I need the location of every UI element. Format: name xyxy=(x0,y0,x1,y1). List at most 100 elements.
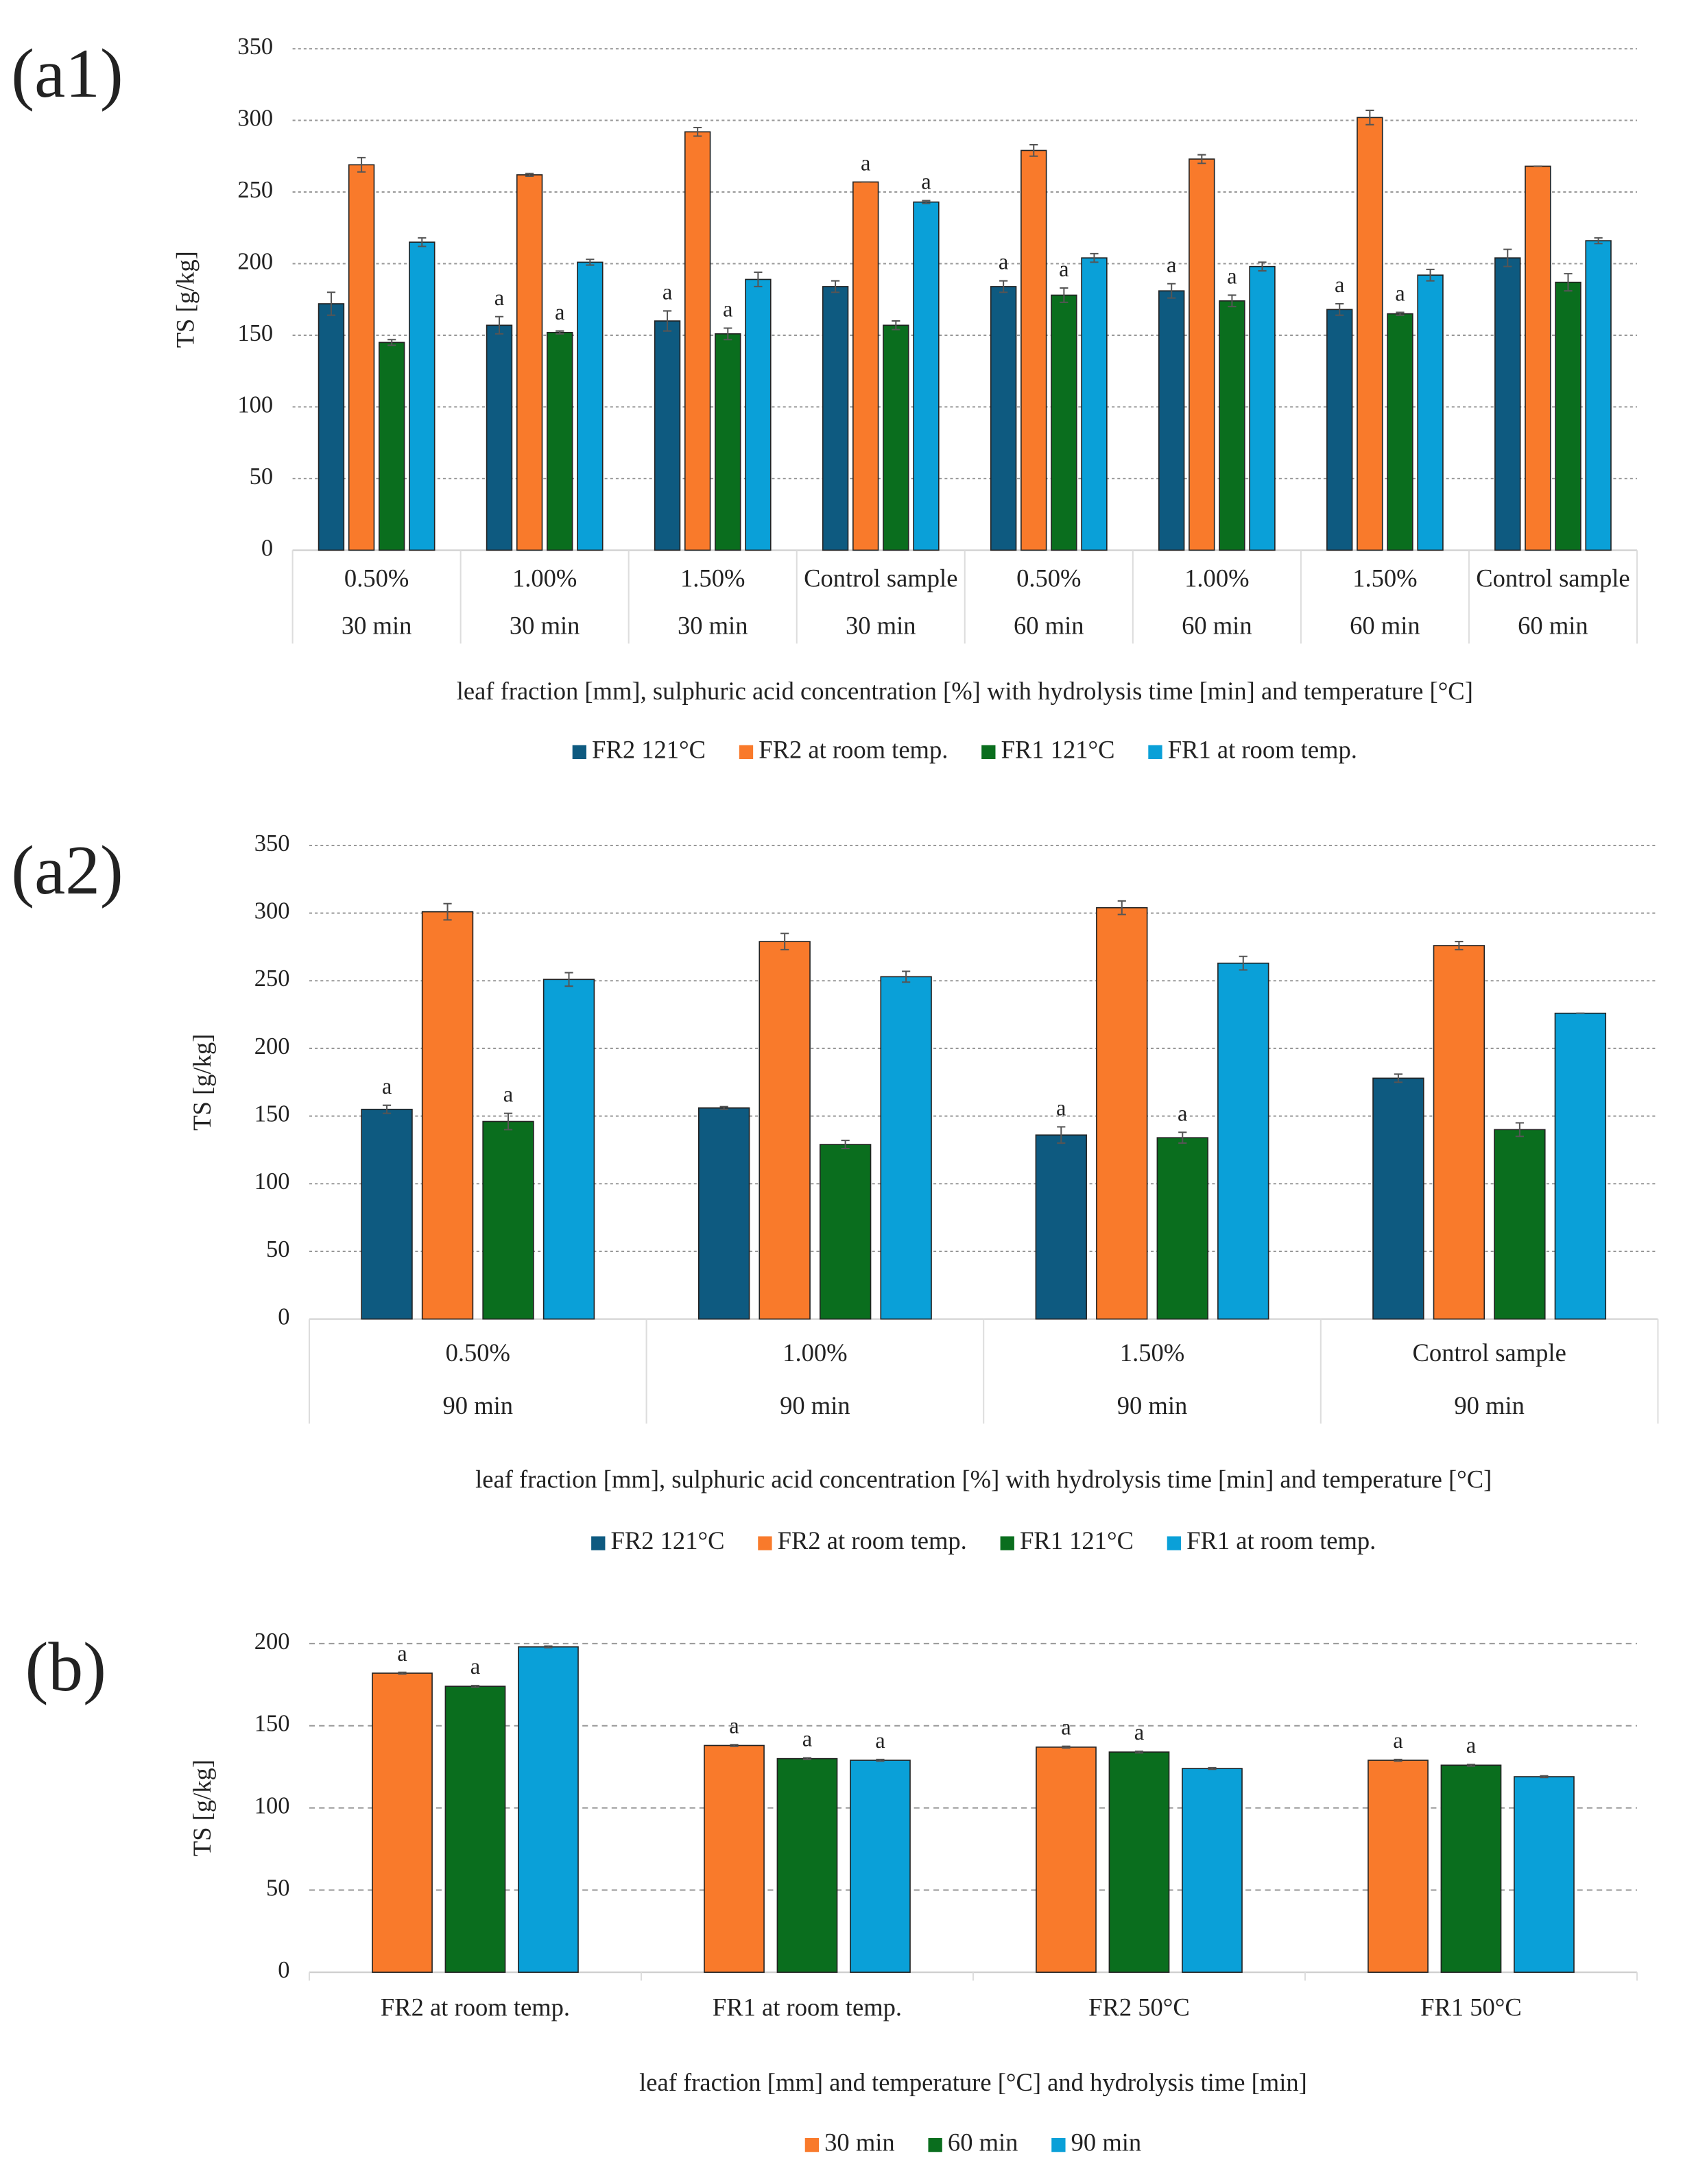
error-bar xyxy=(1167,283,1176,299)
error-bar xyxy=(663,310,672,332)
legend-swatch xyxy=(928,2137,942,2152)
error-bar xyxy=(1564,273,1573,292)
x-tick-label: 90 min xyxy=(443,1391,514,1419)
annotation: a xyxy=(1393,1729,1402,1753)
legend-swatch xyxy=(1167,1536,1182,1550)
bar xyxy=(1036,1747,1097,1973)
bar xyxy=(1494,1129,1546,1320)
error-bar xyxy=(525,172,534,178)
error-bar xyxy=(719,1105,728,1110)
annotation: a xyxy=(1056,1096,1066,1120)
bar xyxy=(1357,117,1383,551)
bar xyxy=(1219,300,1245,551)
x-tick-label: Control sample xyxy=(804,564,957,592)
legend-swatch xyxy=(981,745,996,760)
bar xyxy=(704,1744,765,1973)
y-tick-label: 350 xyxy=(237,34,273,60)
x-tick-label: 30 min xyxy=(846,611,916,639)
y-tick-label: 100 xyxy=(254,1168,290,1195)
bar xyxy=(361,1108,413,1320)
error-bar xyxy=(398,1671,407,1675)
bar xyxy=(1326,309,1353,551)
x-tick-label: 60 min xyxy=(1518,611,1588,639)
panel-label: (b) xyxy=(25,1628,106,1705)
annotation: a xyxy=(494,286,504,311)
annotation: a xyxy=(921,170,931,195)
x-tick-label: 30 min xyxy=(510,611,580,639)
x-tick-label: 60 min xyxy=(1182,611,1252,639)
y-tick-label: 300 xyxy=(237,105,273,131)
x-tick-label: 0.50% xyxy=(446,1339,510,1367)
error-bar xyxy=(730,1744,739,1747)
bar xyxy=(1158,290,1185,551)
error-bar xyxy=(1117,900,1126,915)
x-tick-label: FR2 at room temp. xyxy=(381,1993,570,2021)
bar xyxy=(421,911,474,1320)
bar xyxy=(1440,1764,1502,1973)
annotation: a xyxy=(470,1655,480,1679)
error-bar xyxy=(1466,1764,1476,1767)
y-tick-label: 200 xyxy=(254,1629,290,1655)
bar xyxy=(1525,165,1551,551)
error-bar xyxy=(1515,1122,1524,1138)
bar xyxy=(1156,1137,1208,1320)
error-bar xyxy=(418,237,427,248)
legend-label: FR1 121°C xyxy=(1020,1526,1134,1555)
error-bar xyxy=(1258,261,1267,272)
error-bar xyxy=(556,330,564,335)
error-bar xyxy=(1029,144,1038,157)
annotation: a xyxy=(1178,1101,1187,1126)
bar xyxy=(1051,294,1077,551)
error-bar xyxy=(876,1758,885,1762)
x-tick-label: 0.50% xyxy=(344,564,409,592)
y-tick-label: 100 xyxy=(254,1792,290,1819)
y-tick-label: 0 xyxy=(278,1304,289,1330)
error-bar xyxy=(1228,294,1237,308)
bar xyxy=(819,1144,872,1320)
bar xyxy=(745,278,772,551)
x-tick-label: 30 min xyxy=(342,611,412,639)
x-tick-label: 1.00% xyxy=(1184,564,1249,592)
error-bar xyxy=(999,280,1008,293)
legend-label: 60 min xyxy=(948,2128,1018,2157)
bar xyxy=(822,286,849,551)
error-bar xyxy=(902,970,911,983)
annotation: a xyxy=(1466,1733,1476,1758)
error-bar xyxy=(831,280,840,293)
bar xyxy=(318,303,345,551)
x-tick-label: 1.50% xyxy=(1120,1339,1184,1367)
x-tick-label: FR1 50°C xyxy=(1420,1993,1522,2021)
x-tick-label: 90 min xyxy=(1117,1391,1188,1419)
legend-swatch xyxy=(1051,2137,1066,2152)
bar xyxy=(697,1107,750,1320)
bar xyxy=(482,1120,534,1320)
x-tick-label: 1.00% xyxy=(783,1339,847,1367)
bar xyxy=(1020,149,1047,551)
x-tick-label: FR1 at room temp. xyxy=(713,1993,902,2021)
bar xyxy=(486,324,513,551)
bar xyxy=(348,164,375,551)
bar xyxy=(1035,1134,1087,1320)
bar xyxy=(1182,1768,1243,1973)
error-bar xyxy=(1057,1126,1066,1144)
legend-label: FR2 121°C xyxy=(592,735,706,763)
error-bar xyxy=(357,156,366,173)
bar xyxy=(1554,1012,1607,1320)
legend-label: FR1 121°C xyxy=(1001,735,1115,763)
bar xyxy=(852,181,879,551)
error-bar xyxy=(802,1757,812,1760)
bar xyxy=(654,320,681,551)
error-bar xyxy=(780,933,789,950)
y-tick-label: 250 xyxy=(237,177,273,203)
y-axis-label: TS [g/kg] xyxy=(188,1760,216,1856)
bar xyxy=(1189,158,1215,551)
error-bar xyxy=(1335,302,1344,316)
error-bar xyxy=(1540,1775,1549,1779)
bar xyxy=(1514,1776,1575,1973)
error-bar xyxy=(724,327,732,341)
y-tick-label: 50 xyxy=(266,1236,290,1262)
annotation: a xyxy=(1059,257,1069,282)
y-tick-label: 200 xyxy=(237,248,273,274)
error-bar xyxy=(470,1684,480,1688)
annotation: a xyxy=(663,280,672,305)
